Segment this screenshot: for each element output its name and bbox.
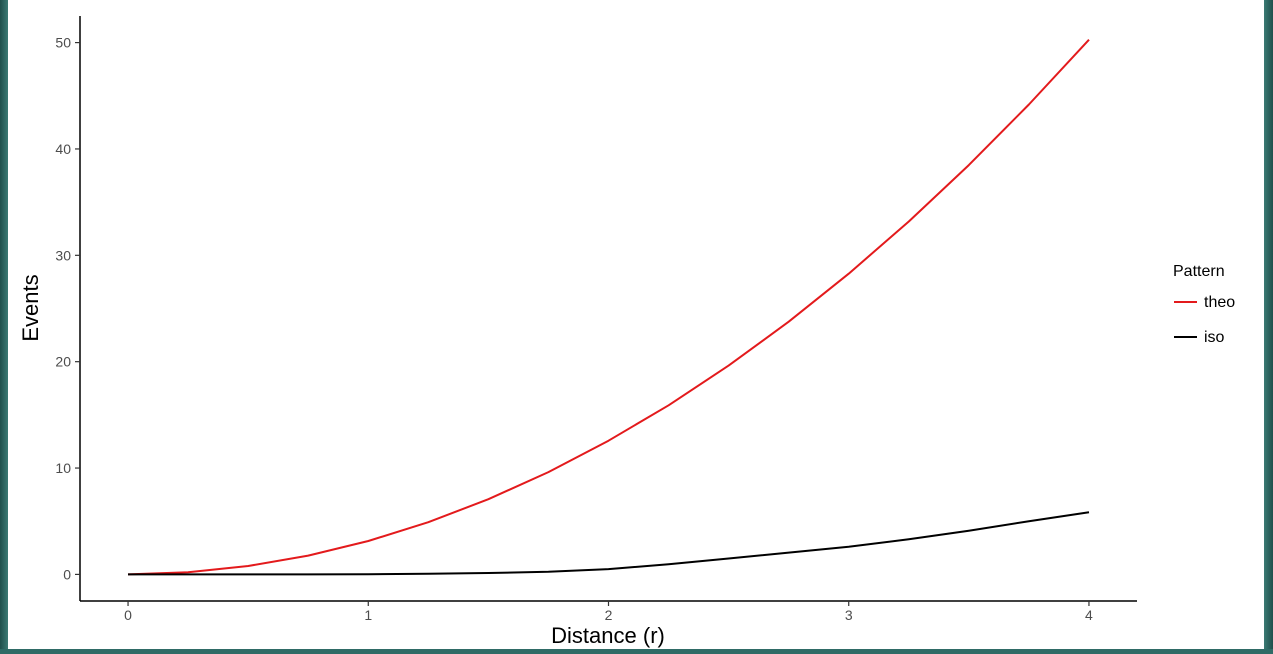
x-tick-label: 0	[124, 607, 132, 623]
x-tick-label: 3	[845, 607, 853, 623]
x-tick-label: 4	[1085, 607, 1093, 623]
legend-title: Pattern	[1173, 263, 1225, 280]
series-lines	[127, 39, 1090, 576]
right-frame-border	[1264, 0, 1273, 649]
series-line-iso	[128, 511, 1090, 576]
x-ticks: 0 1 2 3 4	[124, 601, 1093, 623]
y-tick-label: 0	[63, 566, 71, 582]
x-tick-label: 2	[605, 607, 613, 623]
left-frame-border	[0, 0, 8, 649]
chart-panel: 0 10 20 30 40 50 0 1 2 3 4 Distance (r) Events Pa…	[8, 0, 1264, 649]
y-tick-label: 40	[55, 141, 71, 157]
y-axis-label: Events	[18, 274, 43, 341]
axes	[79, 16, 1137, 602]
y-ticks: 0 10 20 30 40 50	[55, 35, 80, 582]
line-chart: 0 10 20 30 40 50 0 1 2 3 4 Distance (r) Events Pa…	[18, 16, 1235, 648]
y-tick-label: 20	[55, 354, 71, 370]
legend-label-iso: iso	[1204, 329, 1225, 346]
x-tick-label: 1	[364, 607, 372, 623]
y-tick-label: 50	[55, 35, 71, 51]
series-line-theo	[127, 39, 1090, 576]
legend-label-theo: theo	[1204, 294, 1235, 311]
x-axis-label: Distance (r)	[551, 623, 665, 648]
y-tick-label: 10	[55, 460, 71, 476]
y-tick-label: 30	[55, 247, 71, 263]
legend: Pattern theo iso	[1173, 263, 1235, 346]
